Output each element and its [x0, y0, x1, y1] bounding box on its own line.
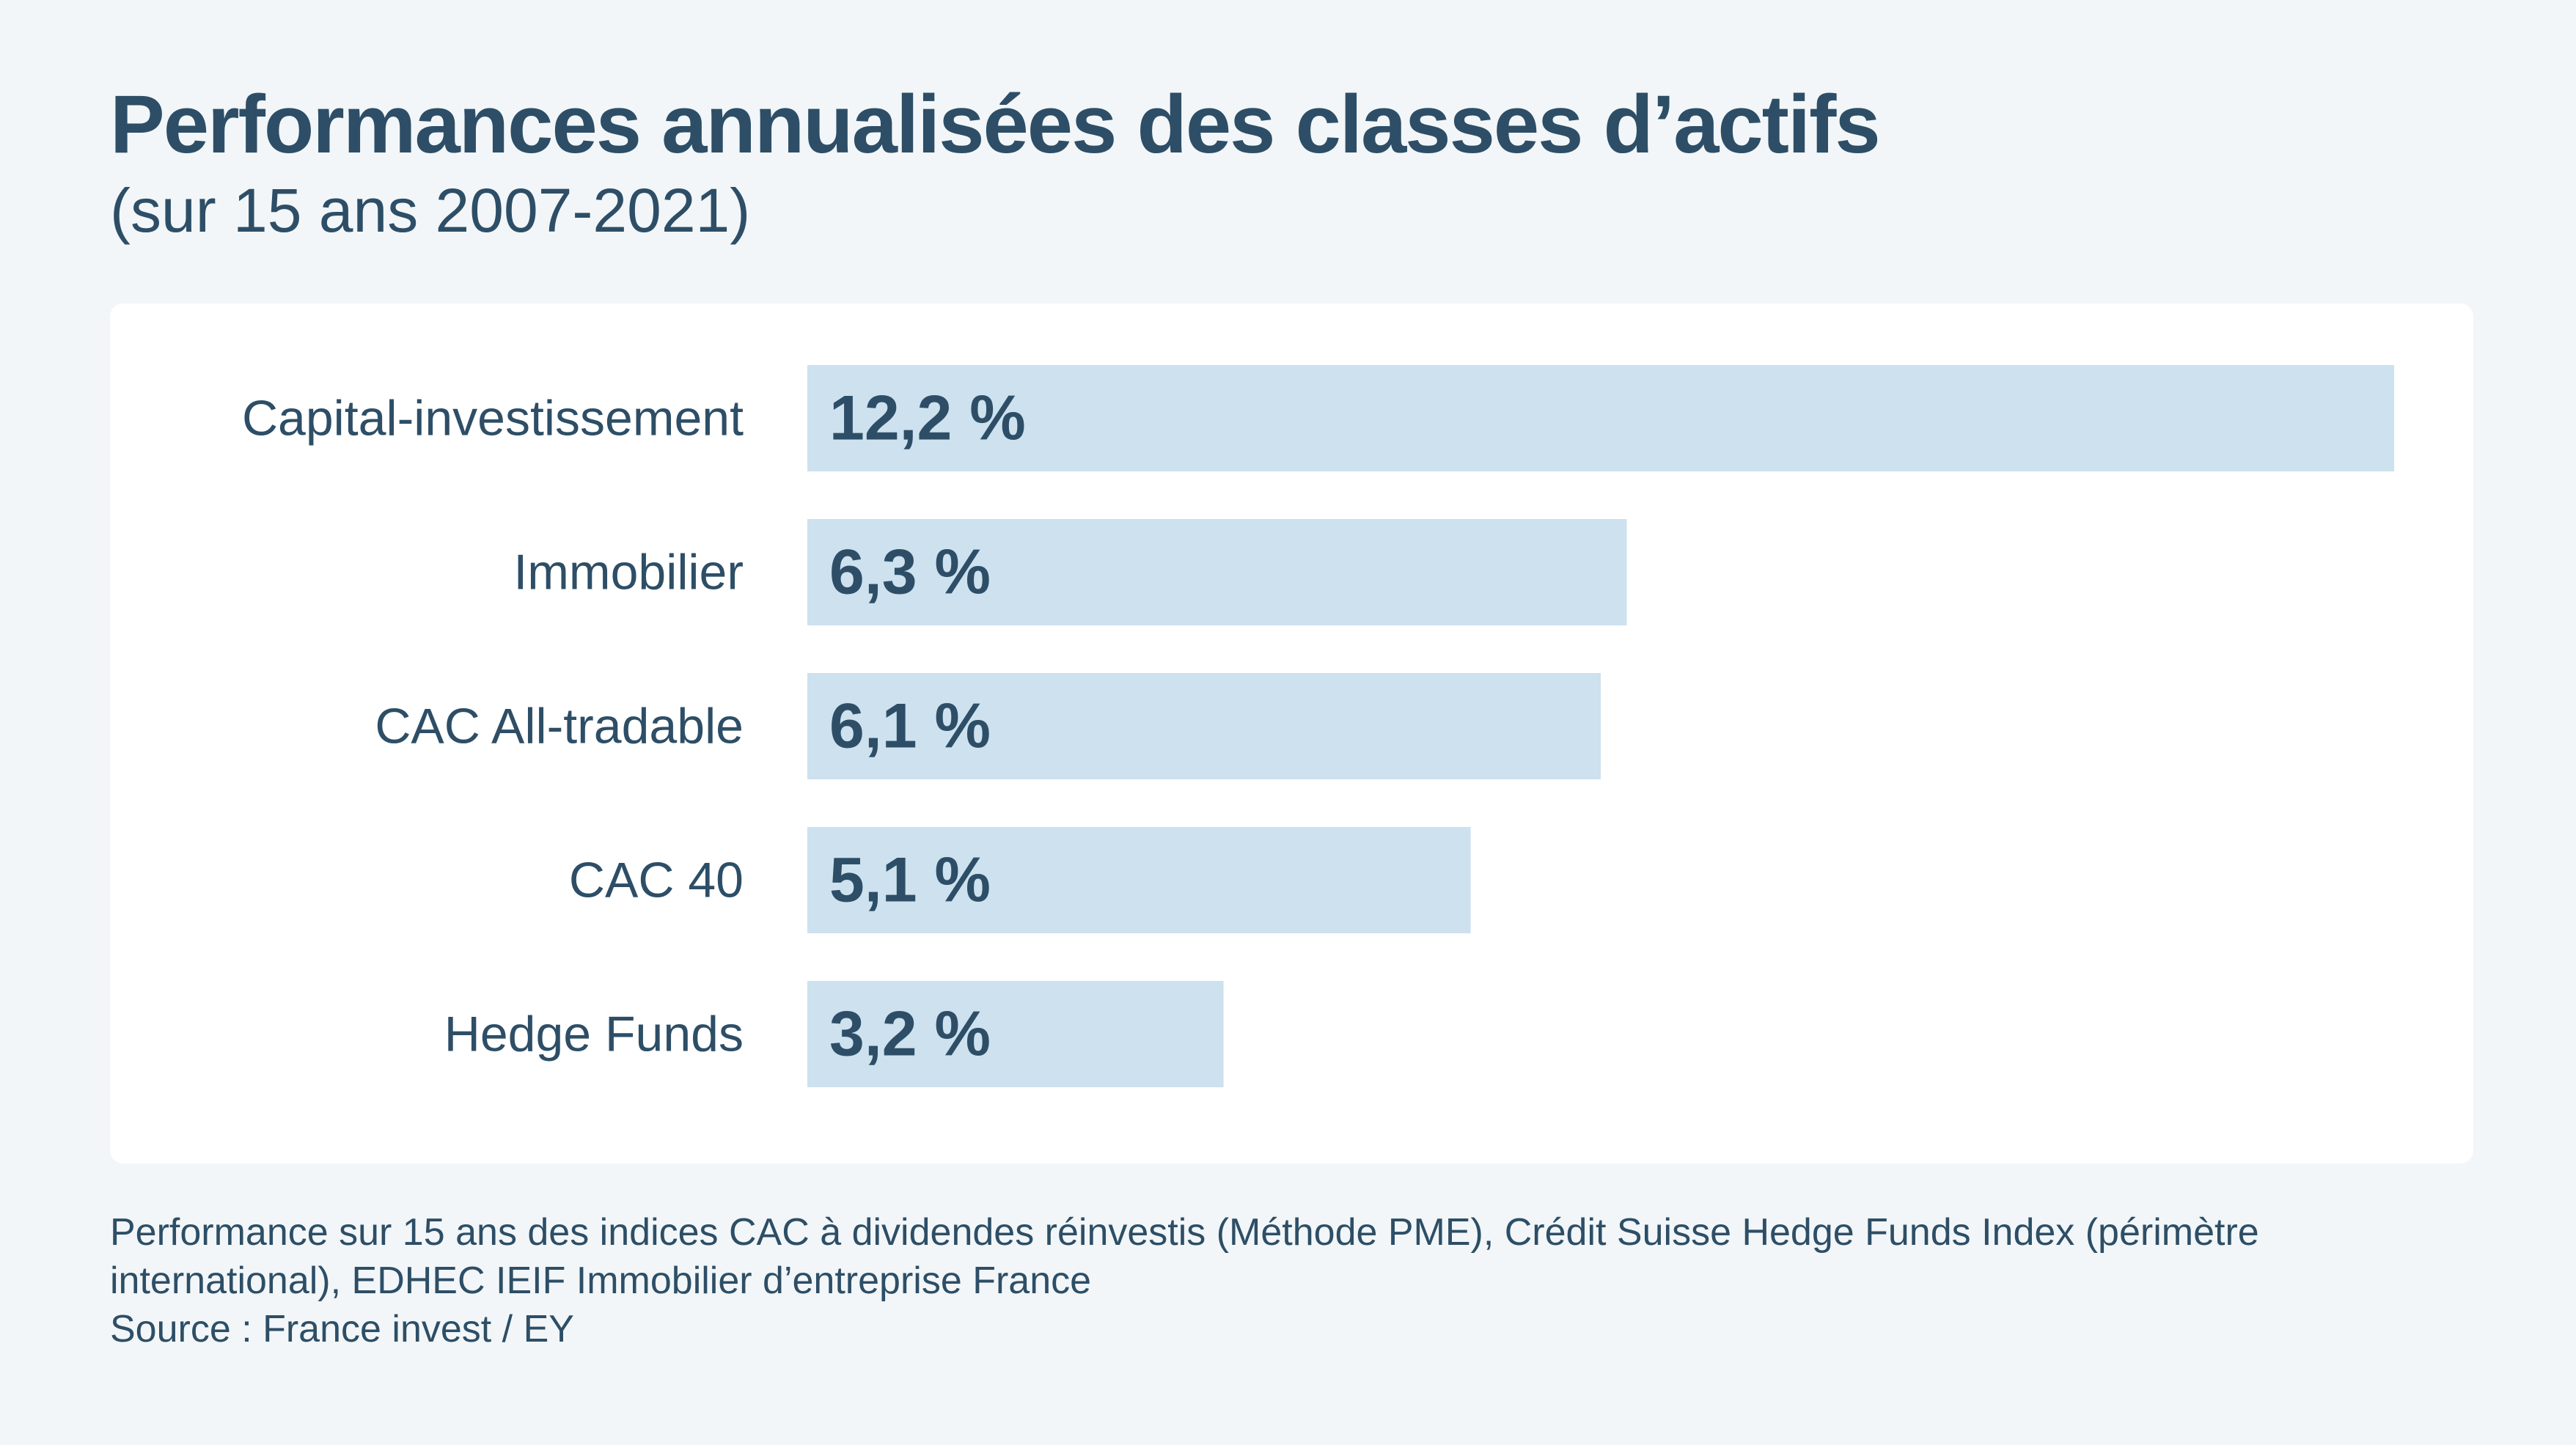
footnote-source: Source : France invest / EY: [110, 1308, 574, 1350]
bar-2: [807, 673, 1601, 779]
bar-group-4: Hedge Funds 3,2 %: [444, 981, 1224, 1087]
value-label-0: 12,2 %: [829, 383, 1026, 454]
bar-1: [807, 519, 1627, 625]
bar-0: [807, 365, 2394, 471]
footnote: Performance sur 15 ans des indices CAC à…: [110, 1208, 2493, 1353]
category-label-1: Immobilier: [513, 545, 744, 600]
category-label-0: Capital-investissement: [242, 391, 744, 446]
bar-4: [807, 981, 1224, 1087]
chart-subtitle: (sur 15 ans 2007-2021): [110, 176, 751, 245]
value-label-1: 6,3 %: [829, 537, 991, 608]
chart-title: Performances annualisées des classes d’a…: [110, 78, 1881, 170]
bar-group-0: Capital-investissement 12,2 %: [242, 365, 2394, 471]
bar-3: [807, 827, 1471, 933]
value-label-2: 6,1 %: [829, 691, 991, 762]
category-label-4: Hedge Funds: [444, 1007, 744, 1062]
value-label-4: 3,2 %: [829, 999, 991, 1070]
category-label-2: CAC All-tradable: [375, 699, 744, 754]
chart-panel: Capital-investissement 12,2 % Immobilier 6,…: [110, 304, 2473, 1163]
bar-group-2: CAC All-tradable 6,1 %: [375, 673, 1601, 779]
bar-group-3: CAC 40 5,1 %: [569, 827, 1471, 933]
bar-group-1: Immobilier 6,3 %: [513, 519, 1627, 625]
value-label-3: 5,1 %: [829, 845, 991, 916]
category-label-3: CAC 40: [569, 853, 744, 908]
bar-chart: Capital-investissement 12,2 % Immobilier 6,…: [242, 365, 2394, 1087]
footnote-methodology: Performance sur 15 ans des indices CAC à…: [110, 1211, 2259, 1302]
